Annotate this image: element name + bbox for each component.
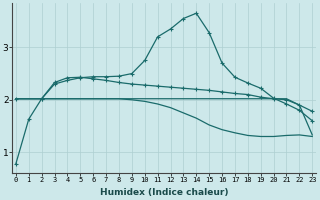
X-axis label: Humidex (Indice chaleur): Humidex (Indice chaleur) bbox=[100, 188, 228, 197]
